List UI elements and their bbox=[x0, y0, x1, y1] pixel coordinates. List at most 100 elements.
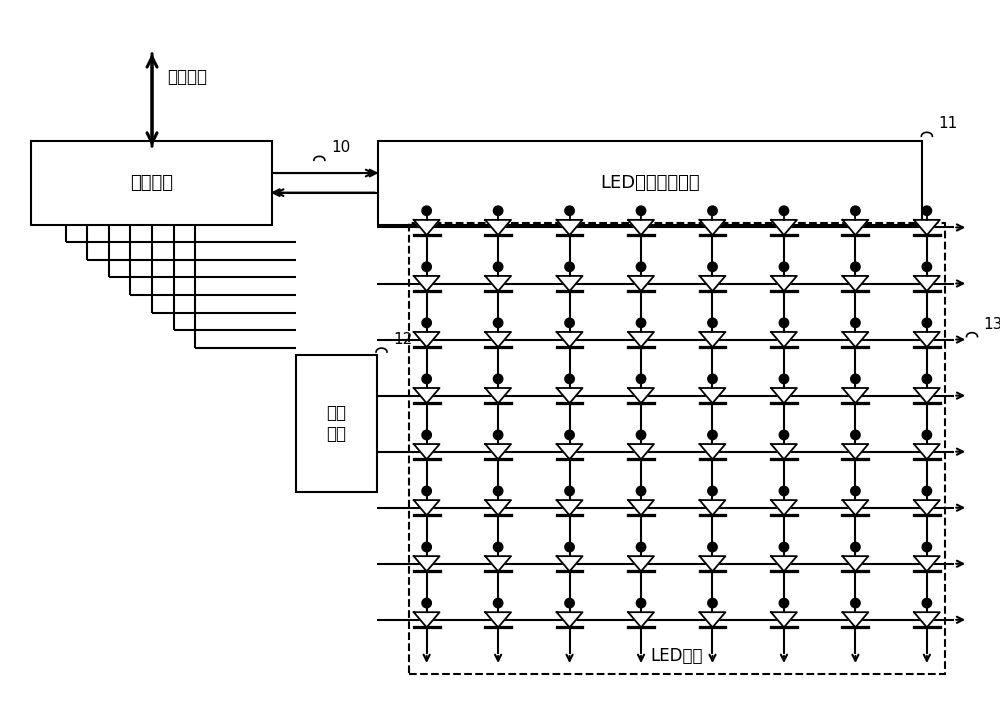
Polygon shape bbox=[628, 500, 654, 515]
Polygon shape bbox=[700, 332, 725, 347]
Polygon shape bbox=[485, 388, 511, 403]
Circle shape bbox=[708, 374, 717, 384]
Polygon shape bbox=[414, 612, 440, 627]
Polygon shape bbox=[700, 500, 725, 515]
Circle shape bbox=[922, 598, 932, 608]
Polygon shape bbox=[771, 332, 797, 347]
Polygon shape bbox=[628, 388, 654, 403]
Bar bbox=[31, 141, 272, 225]
Polygon shape bbox=[842, 332, 868, 347]
Circle shape bbox=[422, 206, 431, 216]
Circle shape bbox=[565, 262, 574, 271]
Polygon shape bbox=[842, 556, 868, 571]
Circle shape bbox=[493, 318, 503, 327]
Circle shape bbox=[422, 542, 431, 551]
Polygon shape bbox=[914, 444, 940, 460]
Circle shape bbox=[636, 486, 646, 496]
Polygon shape bbox=[914, 220, 940, 235]
Polygon shape bbox=[557, 220, 582, 235]
Text: 11: 11 bbox=[939, 117, 958, 132]
Circle shape bbox=[565, 542, 574, 551]
Circle shape bbox=[851, 374, 860, 384]
Polygon shape bbox=[414, 388, 440, 403]
Circle shape bbox=[422, 374, 431, 384]
Circle shape bbox=[779, 206, 789, 216]
Polygon shape bbox=[771, 556, 797, 571]
Circle shape bbox=[922, 262, 932, 271]
Polygon shape bbox=[700, 556, 725, 571]
Polygon shape bbox=[557, 388, 582, 403]
Polygon shape bbox=[914, 332, 940, 347]
Polygon shape bbox=[557, 332, 582, 347]
Circle shape bbox=[422, 598, 431, 608]
Circle shape bbox=[493, 374, 503, 384]
Polygon shape bbox=[628, 444, 654, 460]
Circle shape bbox=[922, 486, 932, 496]
Circle shape bbox=[636, 262, 646, 271]
Circle shape bbox=[422, 262, 431, 271]
Circle shape bbox=[851, 598, 860, 608]
Polygon shape bbox=[700, 388, 725, 403]
Polygon shape bbox=[414, 444, 440, 460]
Polygon shape bbox=[557, 612, 582, 627]
Circle shape bbox=[636, 206, 646, 216]
Text: 外部接口: 外部接口 bbox=[167, 69, 207, 86]
Polygon shape bbox=[842, 500, 868, 515]
Circle shape bbox=[708, 431, 717, 440]
Circle shape bbox=[779, 318, 789, 327]
Bar bbox=[409, 223, 945, 674]
Polygon shape bbox=[914, 612, 940, 627]
Circle shape bbox=[636, 542, 646, 551]
Polygon shape bbox=[628, 276, 654, 291]
Circle shape bbox=[779, 262, 789, 271]
Polygon shape bbox=[771, 276, 797, 291]
Circle shape bbox=[422, 486, 431, 496]
Polygon shape bbox=[914, 556, 940, 571]
Polygon shape bbox=[628, 556, 654, 571]
Circle shape bbox=[422, 431, 431, 440]
Circle shape bbox=[708, 262, 717, 271]
Circle shape bbox=[493, 542, 503, 551]
Circle shape bbox=[493, 262, 503, 271]
Text: LED阵列: LED阵列 bbox=[651, 647, 703, 665]
Circle shape bbox=[708, 486, 717, 496]
Text: 开关
模块: 开关 模块 bbox=[326, 404, 346, 443]
Polygon shape bbox=[628, 220, 654, 235]
Polygon shape bbox=[771, 388, 797, 403]
Circle shape bbox=[493, 598, 503, 608]
Circle shape bbox=[565, 374, 574, 384]
Circle shape bbox=[422, 318, 431, 327]
Circle shape bbox=[922, 206, 932, 216]
Circle shape bbox=[636, 374, 646, 384]
Polygon shape bbox=[771, 220, 797, 235]
Polygon shape bbox=[414, 332, 440, 347]
Polygon shape bbox=[914, 388, 940, 403]
Circle shape bbox=[851, 262, 860, 271]
Text: 10: 10 bbox=[331, 141, 350, 156]
Circle shape bbox=[851, 431, 860, 440]
Text: 13: 13 bbox=[984, 317, 1000, 332]
Polygon shape bbox=[485, 612, 511, 627]
Circle shape bbox=[851, 206, 860, 216]
Text: 主控模块: 主控模块 bbox=[130, 174, 173, 192]
Polygon shape bbox=[842, 220, 868, 235]
Polygon shape bbox=[771, 444, 797, 460]
Polygon shape bbox=[414, 276, 440, 291]
Polygon shape bbox=[842, 388, 868, 403]
Circle shape bbox=[565, 431, 574, 440]
Polygon shape bbox=[414, 556, 440, 571]
Polygon shape bbox=[700, 276, 725, 291]
Circle shape bbox=[708, 542, 717, 551]
Circle shape bbox=[565, 486, 574, 496]
Polygon shape bbox=[414, 220, 440, 235]
Circle shape bbox=[636, 431, 646, 440]
Polygon shape bbox=[842, 444, 868, 460]
Polygon shape bbox=[700, 444, 725, 460]
Polygon shape bbox=[842, 612, 868, 627]
Circle shape bbox=[922, 542, 932, 551]
Bar bbox=[378, 141, 922, 225]
Polygon shape bbox=[557, 500, 582, 515]
Circle shape bbox=[708, 206, 717, 216]
Polygon shape bbox=[557, 556, 582, 571]
Polygon shape bbox=[557, 444, 582, 460]
